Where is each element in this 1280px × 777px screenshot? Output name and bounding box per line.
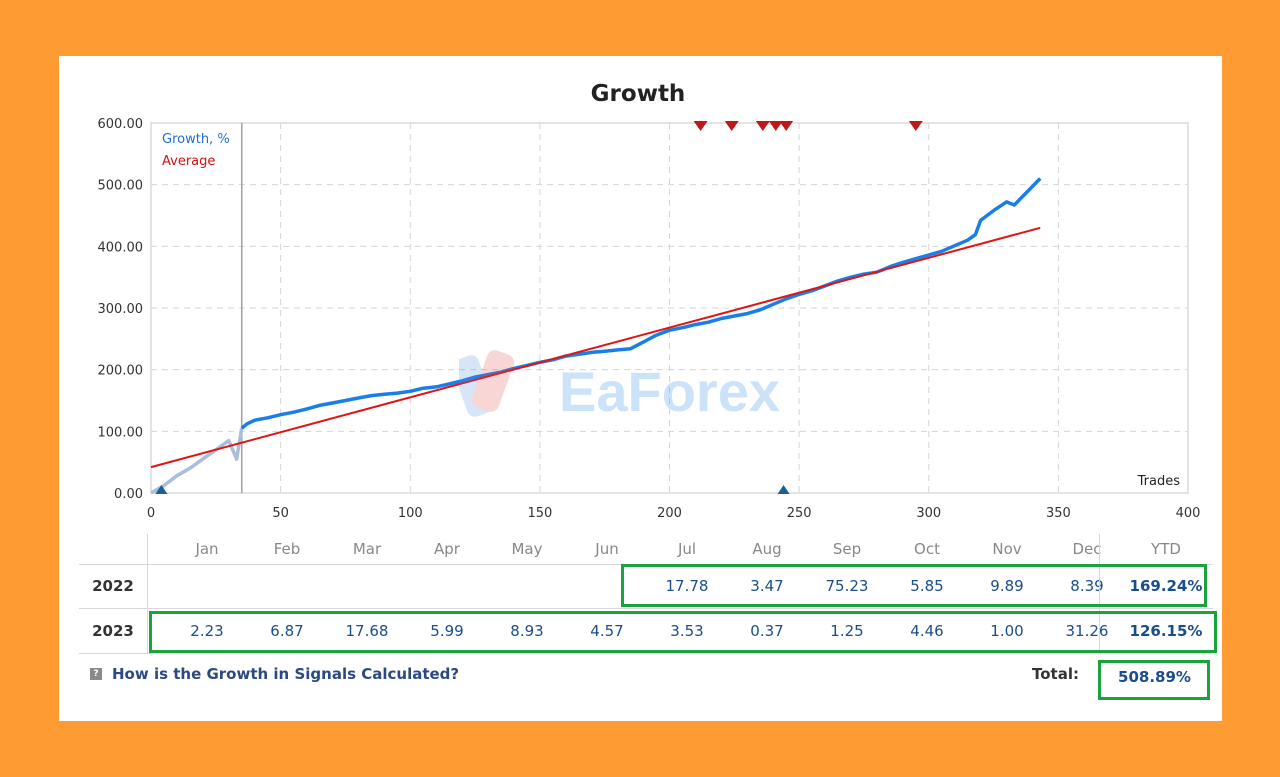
y-tick-label: 500.00 <box>98 179 144 194</box>
x-tick-label: 400 <box>1176 506 1201 521</box>
month-value-cell: 8.39 <box>1070 577 1104 595</box>
growth-line <box>240 177 1042 430</box>
month-header: Mar <box>352 540 382 558</box>
x-tick-label: 200 <box>657 506 682 521</box>
growth-card: Growth 0.00 100.00 200.00 300.00 400.00 500.0… <box>59 56 1222 721</box>
month-value-cell: 6.87 <box>270 622 304 640</box>
x-tick-label: 0 <box>147 506 155 521</box>
deposit-marker <box>777 485 790 494</box>
month-value-cell: 9.89 <box>990 577 1024 595</box>
deal-marker <box>693 121 708 131</box>
deal-marker <box>768 121 783 131</box>
highlight-2023 <box>149 611 1217 653</box>
y-tick-label: 0.00 <box>114 487 143 502</box>
chart-title: Growth <box>590 81 686 107</box>
highlight-2022 <box>621 564 1207 607</box>
month-value-cell: 17.68 <box>345 622 389 640</box>
month-value-cell: 1.25 <box>830 622 864 640</box>
table-row-2023: 2023 2.23 6.87 17.68 5.99 8.93 4.57 3.53 0.37 1.2… <box>79 609 1213 654</box>
watermark-text: EaForex <box>559 360 780 423</box>
month-value-cell: 5.99 <box>430 622 464 640</box>
y-tick-label: 400.00 <box>98 240 144 255</box>
deal-marker <box>779 121 794 131</box>
month-value-cell: 1.00 <box>990 622 1024 640</box>
highlight-total <box>1098 660 1210 700</box>
month-header: Sep <box>832 540 862 558</box>
month-value-cell: 17.78 <box>665 577 709 595</box>
year-label: 2022 <box>92 577 134 595</box>
total-value: 508.89% <box>1118 668 1191 686</box>
month-header: Jun <box>595 540 619 558</box>
month-header: Dec <box>1072 540 1102 558</box>
growth-calculation-link[interactable]: How is the Growth in Signals Calculated? <box>112 665 460 683</box>
month-value-cell: 2.23 <box>190 622 224 640</box>
x-tick-label: 250 <box>787 506 812 521</box>
ytd-header: YTD <box>1151 540 1181 558</box>
month-value-cell: 3.47 <box>750 577 784 595</box>
year-label: 2023 <box>92 622 134 640</box>
table-header-row: Jan Feb Mar Apr May Jun Jul Aug Sep Oct Nov Dec YTD <box>79 534 1213 565</box>
total-label: Total: <box>1032 665 1079 683</box>
growth-line-history <box>150 428 244 495</box>
month-value-cell: 5.85 <box>910 577 944 595</box>
deposit-marker <box>155 485 168 494</box>
x-tick-label: 100 <box>398 506 423 521</box>
y-tick-label: 300.00 <box>98 302 144 317</box>
month-header: Jul <box>677 540 697 558</box>
month-value-cell: 3.53 <box>670 622 704 640</box>
month-value-cell: 75.23 <box>825 577 869 595</box>
month-header: Apr <box>434 540 460 558</box>
ytd-value-cell: 169.24% <box>1129 577 1203 595</box>
month-value-cell: 0.37 <box>750 622 784 640</box>
month-value-cell: 4.57 <box>590 622 624 640</box>
legend-average: Average <box>162 154 215 169</box>
month-header: Jan <box>195 540 219 558</box>
month-value-cell: 8.93 <box>510 622 544 640</box>
month-header: Oct <box>914 540 940 558</box>
table-row-2022: 2022 17.78 3.47 75.23 5.85 9.89 8.39 169.24% <box>79 564 1213 609</box>
month-value-cell: 31.26 <box>1065 622 1109 640</box>
table-separator-left <box>147 534 148 654</box>
x-tick-label: 50 <box>272 506 289 521</box>
x-tick-label: 350 <box>1046 506 1071 521</box>
ytd-value-cell: 126.15% <box>1129 622 1203 640</box>
month-header: Nov <box>992 540 1022 558</box>
deal-marker <box>724 121 739 131</box>
x-axis-label: Trades <box>1137 474 1181 489</box>
watermark-logo: EaForex <box>451 346 839 436</box>
y-tick-label: 200.00 <box>98 364 144 379</box>
table-separator-ytd <box>1099 534 1100 654</box>
month-header: May <box>511 540 543 558</box>
y-tick-label: 100.00 <box>98 425 144 440</box>
growth-chart: 0.00 100.00 200.00 300.00 400.00 500.00 600.00… <box>98 117 1201 521</box>
average-line <box>150 226 1041 469</box>
x-tick-label: 300 <box>916 506 941 521</box>
month-value-cell: 4.46 <box>910 622 944 640</box>
deal-marker <box>908 121 923 131</box>
y-tick-label: 600.00 <box>98 117 144 132</box>
deal-marker <box>755 121 770 131</box>
x-tick-label: 150 <box>527 506 552 521</box>
question-icon[interactable]: ? <box>90 668 102 680</box>
month-header: Feb <box>273 540 301 558</box>
month-header: Aug <box>752 540 782 558</box>
legend-growth: Growth, % <box>162 132 230 147</box>
